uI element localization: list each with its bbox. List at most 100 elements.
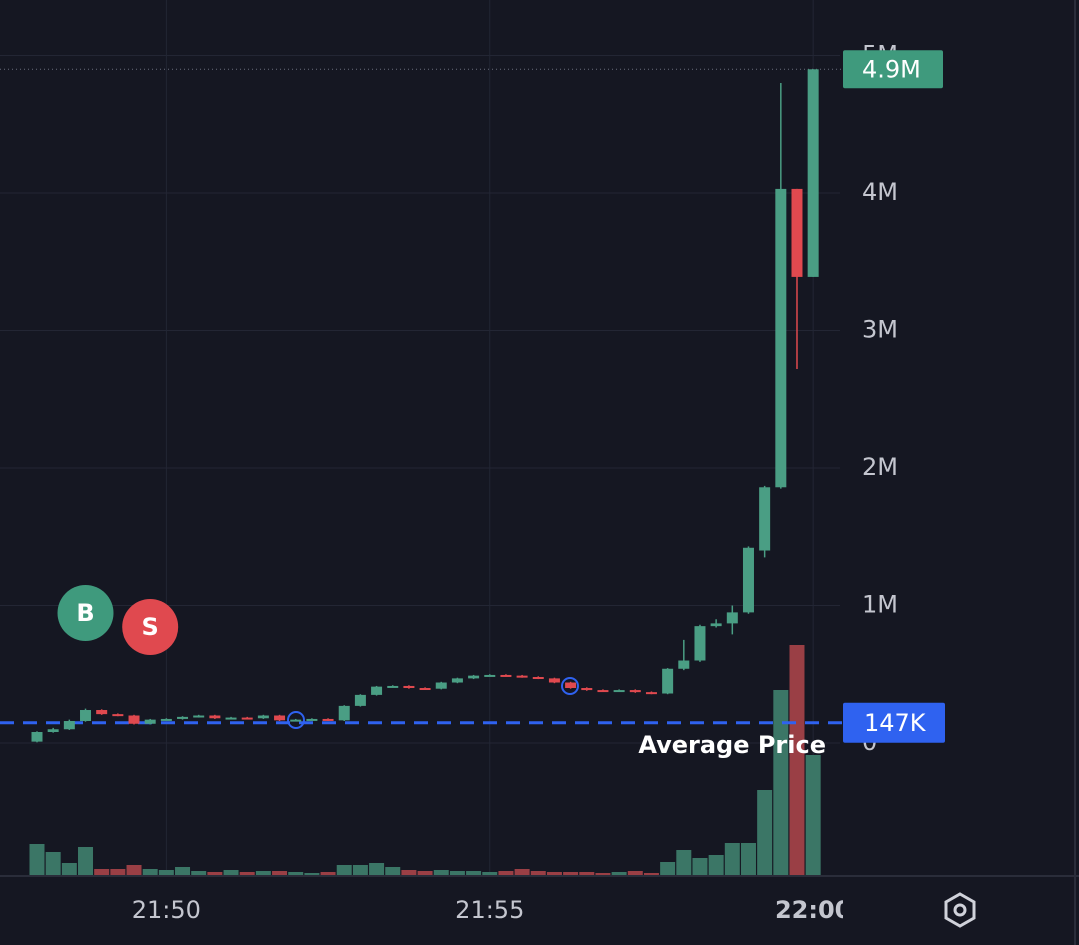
average-price-name: Average Price	[638, 731, 826, 759]
candle-body	[419, 688, 431, 691]
volume-bar	[789, 645, 805, 875]
candle-body	[209, 715, 221, 719]
average-price-label: 147K	[864, 709, 927, 737]
volume-bar	[158, 870, 174, 875]
y-tick-label: 4M	[862, 178, 898, 206]
candle-body	[775, 188, 787, 488]
volume-bar	[207, 872, 223, 875]
candle-body	[80, 710, 92, 722]
volume-bar	[369, 863, 385, 875]
candle-body	[662, 668, 674, 694]
plot	[0, 0, 843, 876]
candle-body	[31, 732, 43, 742]
candle-body	[710, 623, 722, 627]
candle-body	[290, 719, 302, 722]
trade-marker-label: S	[142, 613, 159, 641]
volume-bar	[482, 872, 498, 875]
volume-bar	[595, 873, 611, 875]
settings-icon[interactable]	[944, 892, 976, 928]
volume-bar	[466, 871, 482, 875]
candle-body	[63, 721, 75, 730]
candle-body	[403, 685, 415, 689]
settings-hexagon	[944, 892, 976, 928]
volume-bar	[546, 872, 562, 875]
volume-bar	[708, 855, 724, 875]
volume-bar	[401, 870, 417, 875]
volume-bar	[175, 867, 191, 875]
volume-bar	[724, 843, 740, 875]
candle-body	[306, 718, 318, 721]
volume-bar	[385, 867, 401, 875]
x-tick-label: 21:55	[455, 896, 524, 924]
trade-marker	[122, 599, 179, 655]
volume-bar	[611, 872, 627, 875]
volume-bar	[239, 872, 255, 875]
volume-bar	[773, 690, 789, 875]
x-tick-label: 21:50	[132, 896, 201, 924]
last-price-badge	[843, 50, 943, 89]
y-tick-label: 2M	[862, 453, 898, 481]
volume-bar	[627, 871, 643, 875]
candle-body	[435, 682, 447, 689]
candle-body	[354, 694, 366, 706]
event-marker	[561, 677, 579, 695]
volume-bar	[61, 863, 77, 875]
candle-body	[338, 705, 350, 721]
candle-body	[257, 715, 269, 719]
candle-body	[629, 690, 641, 693]
volume-bar	[579, 872, 595, 875]
volume-bar	[449, 871, 465, 875]
volume-bar	[45, 852, 61, 875]
candle-body	[193, 715, 205, 718]
volume-bar	[94, 869, 110, 875]
candle-body	[160, 718, 172, 721]
volume-bar	[223, 870, 239, 875]
candle-body	[613, 690, 625, 693]
candle-body	[516, 675, 528, 678]
volume-bar	[320, 872, 336, 875]
candle-body	[387, 685, 399, 688]
volume-bar	[514, 869, 530, 875]
volume-bar	[676, 850, 692, 875]
candle-body	[177, 716, 189, 719]
candle-body	[645, 692, 657, 695]
candle-body	[742, 547, 754, 613]
candle-body	[597, 690, 609, 693]
trade-marker	[57, 585, 114, 641]
volume-bar	[660, 862, 676, 875]
x-tick-label: 22:00	[775, 896, 851, 924]
candle-body	[807, 69, 819, 277]
volume-bar	[191, 871, 207, 875]
event-marker	[287, 711, 305, 729]
trade-marker-label: B	[76, 599, 94, 627]
volume-bar	[563, 872, 579, 875]
candle-body	[322, 718, 334, 721]
candle-body	[241, 717, 253, 720]
last-price-label: 4.9M	[862, 55, 921, 83]
settings-center	[953, 903, 967, 917]
candle-body	[581, 688, 593, 691]
volume-bar	[740, 843, 756, 875]
volume-bar	[757, 790, 773, 875]
volume-bar	[78, 847, 94, 875]
candle-body	[759, 487, 771, 551]
y-tick-label: 3M	[862, 316, 898, 344]
candle-body	[484, 674, 496, 677]
candle-body	[144, 719, 156, 724]
candle-body	[112, 714, 124, 717]
volume-bar	[304, 873, 320, 875]
volume-bar	[417, 871, 433, 875]
candle-body	[726, 612, 738, 624]
candle-body	[96, 710, 108, 715]
candle-body	[225, 717, 237, 720]
candle-body	[791, 188, 803, 277]
volume-bar	[805, 755, 821, 875]
candle-body	[451, 678, 463, 683]
volume-bar	[29, 844, 45, 875]
volume-bar	[272, 871, 288, 875]
candle-body	[694, 626, 706, 661]
volume-bar	[498, 871, 514, 875]
volume-bar	[110, 869, 126, 875]
